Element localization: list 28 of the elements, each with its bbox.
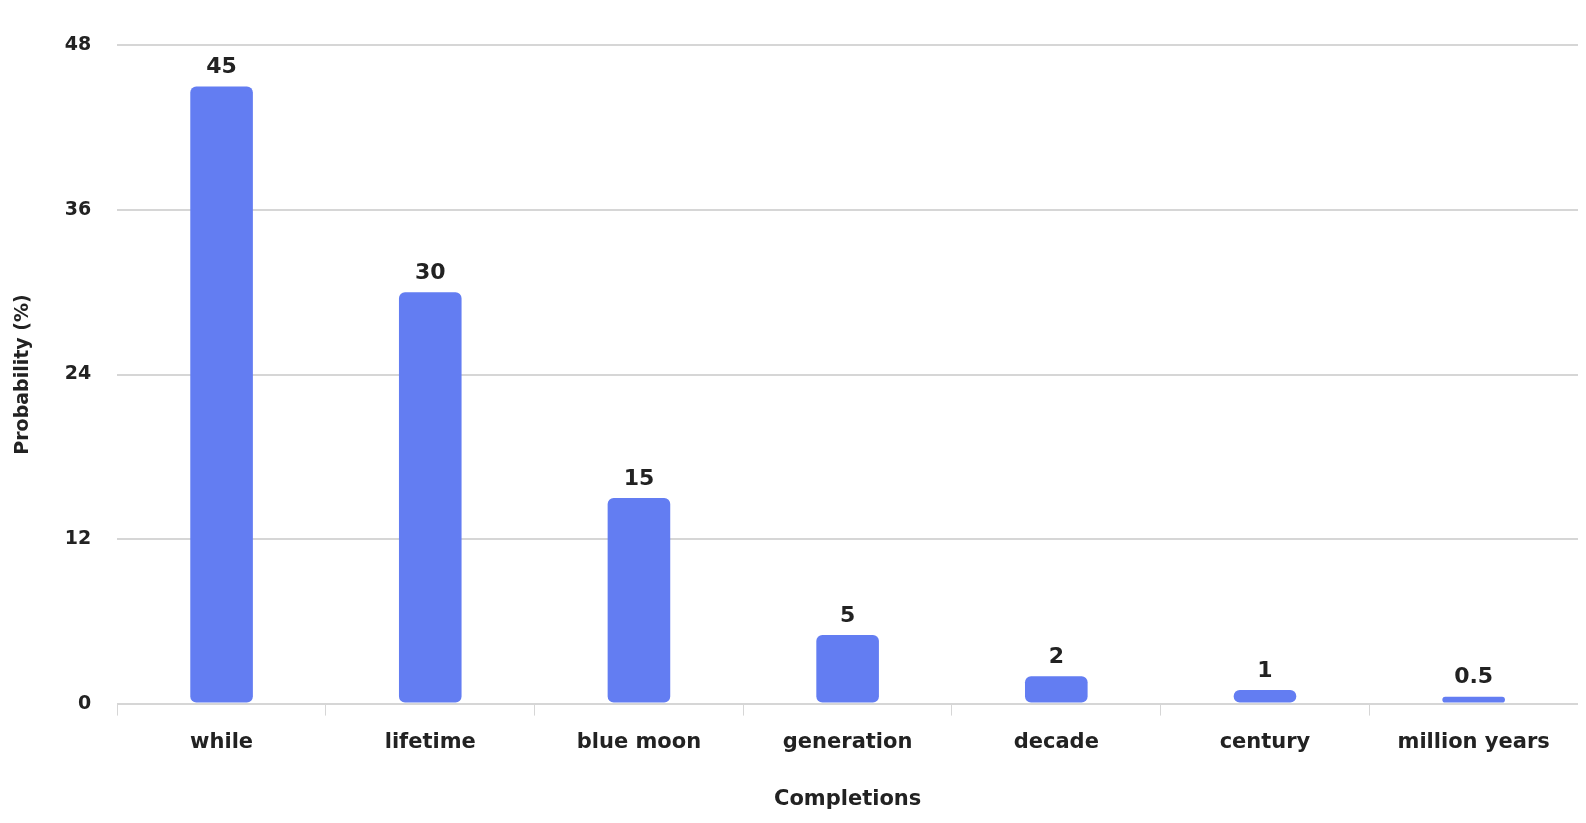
y-axis-title: Probability (%): [10, 294, 33, 455]
x-tick-label: while: [190, 728, 254, 753]
y-tick-label: 12: [64, 525, 92, 548]
x-tick-label: million years: [1397, 728, 1550, 753]
x-tick-label: blue moon: [576, 728, 702, 753]
bar: [1025, 676, 1088, 703]
data-label: 1: [1257, 656, 1273, 682]
data-label: 0.5: [1454, 663, 1494, 689]
x-axis-title: Completions: [773, 785, 922, 810]
y-tick-label: 36: [64, 196, 92, 219]
x-tick-label: generation: [782, 728, 913, 753]
data-label: 5: [839, 601, 856, 627]
bar: [816, 635, 879, 703]
y-tick-label: 0: [78, 690, 92, 713]
data-label: 30: [414, 258, 446, 284]
x-tick-label: lifetime: [384, 728, 476, 753]
bar: [1233, 689, 1297, 703]
y-tick-label: 48: [64, 32, 92, 55]
data-label: 15: [623, 464, 655, 490]
x-tick-label: decade: [1013, 728, 1099, 753]
x-tick-label: century: [1219, 728, 1311, 753]
bar: [1442, 696, 1505, 703]
bar: [398, 292, 462, 703]
data-label: 2: [1048, 642, 1064, 668]
data-label: 45: [206, 53, 237, 79]
bar: [607, 497, 671, 703]
y-tick-label: 24: [64, 361, 92, 384]
bar: [190, 86, 253, 703]
